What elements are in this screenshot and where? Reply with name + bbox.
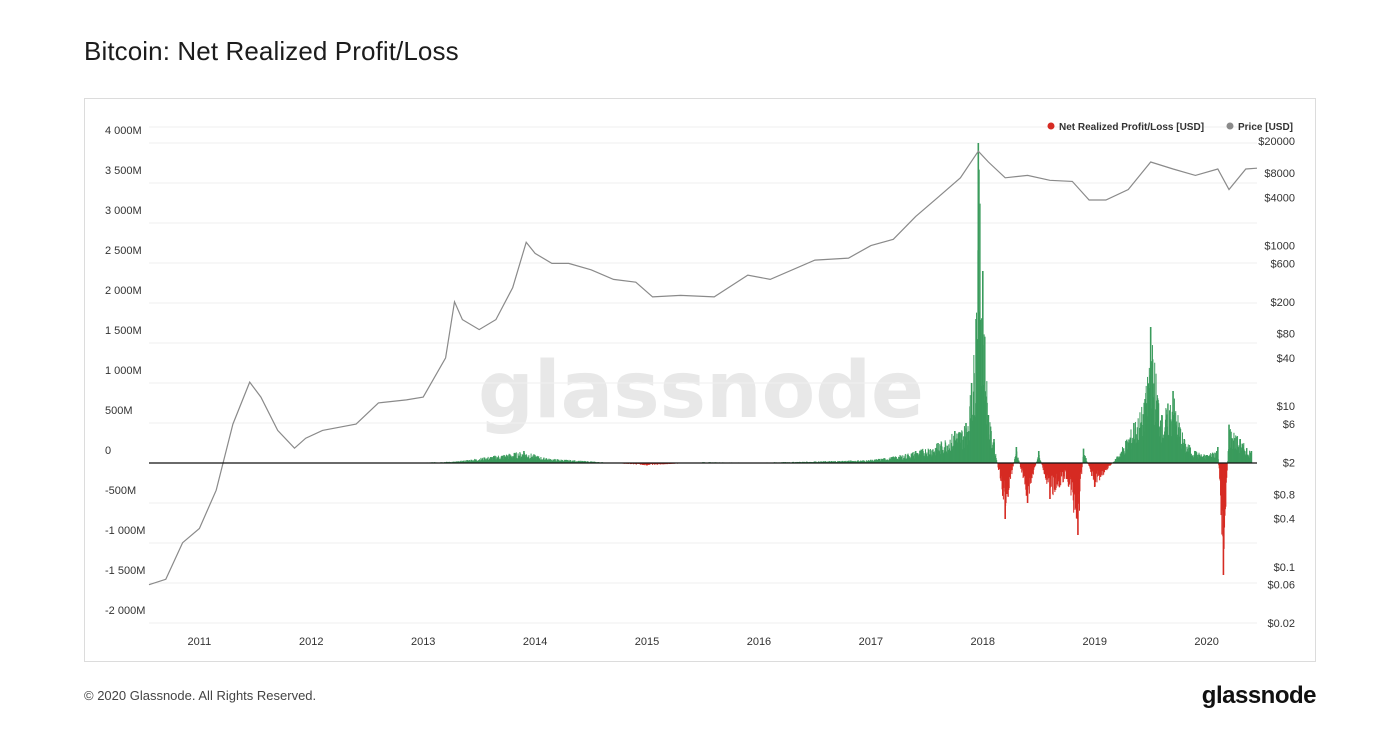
x-tick-label: 2013 — [411, 636, 435, 648]
price-series — [148, 150, 1258, 586]
chart-canvas: glassnode 4 000M 3 500M 3 000M 2 500M 2 000M… — [105, 122, 1295, 648]
legend-swatch-profit-loss — [1047, 122, 1055, 130]
y-right-tick-label: $200 — [1271, 297, 1295, 309]
y-left-tick-label: 2 000M — [105, 285, 142, 297]
y-right-tick-label: $40 — [1277, 353, 1295, 365]
y-left-tick-label: 3 500M — [105, 165, 142, 177]
x-tick-label: 2014 — [523, 636, 547, 648]
x-tick-label: 2012 — [299, 636, 323, 648]
y-left-tick-label: -1 000M — [105, 525, 145, 537]
page-title: Bitcoin: Net Realized Profit/Loss — [84, 36, 459, 66]
x-tick-label: 2020 — [1194, 636, 1218, 648]
y-right-tick-label: $6 — [1283, 419, 1295, 431]
y-left-tick-label: 1 500M — [105, 325, 142, 337]
y-right-tick-label: $0.1 — [1274, 562, 1295, 574]
y-right-tick-label: $0.8 — [1274, 489, 1295, 501]
x-tick-label: 2011 — [188, 636, 212, 648]
y-right-tick-label: $2 — [1283, 457, 1295, 469]
x-tick-label: 2019 — [1082, 636, 1106, 648]
chart-frame: glassnode 4 000M 3 500M 3 000M 2 500M 2 000M… — [84, 98, 1316, 662]
legend-label-price: Price [USD] — [1238, 122, 1293, 133]
legend-label-profit-loss: Net Realized Profit/Loss [USD] — [1059, 122, 1204, 133]
y-right-tick-label: $1000 — [1264, 241, 1295, 253]
y-left-tick-label: 2 500M — [105, 245, 142, 257]
y-left-tick-label: -1 500M — [105, 565, 145, 577]
watermark-text: glassnode — [478, 346, 924, 436]
y-right-tick-label: $20000 — [1258, 136, 1295, 148]
y-left-tick-label: 4 000M — [105, 125, 142, 137]
y-right-tick-label: $10 — [1277, 401, 1295, 413]
y-left-tick-label: -2 000M — [105, 605, 145, 617]
glassnode-logo: glassnode — [1201, 682, 1317, 709]
y-right-tick-label: $0.06 — [1267, 580, 1295, 592]
y-left-tick-label: -500M — [105, 485, 136, 497]
x-tick-label: 2016 — [747, 636, 771, 648]
x-tick-label: 2017 — [859, 636, 883, 648]
profit-loss-series — [311, 143, 1253, 575]
y-left-tick-label: 500M — [105, 405, 133, 417]
y-right-tick-label: $600 — [1271, 258, 1295, 270]
legend-swatch-price — [1226, 122, 1234, 130]
x-tick-label: 2018 — [971, 636, 995, 648]
y-left-tick-label: 1 000M — [105, 365, 142, 377]
y-right-tick-label: $0.02 — [1267, 618, 1295, 630]
axes: 4 000M 3 500M 3 000M 2 500M 2 000M 1 500M 1 00… — [105, 125, 1295, 648]
y-right-tick-label: $0.4 — [1274, 514, 1295, 526]
legend: Net Realized Profit/Loss [USD] Price [USD… — [1047, 122, 1293, 133]
y-right-tick-label: $80 — [1277, 329, 1295, 341]
y-left-tick-label: 3 000M — [105, 205, 142, 217]
x-tick-label: 2015 — [635, 636, 659, 648]
y-left-tick-label: 0 — [105, 445, 111, 457]
y-right-tick-label: $4000 — [1264, 192, 1295, 204]
copyright-text: © 2020 Glassnode. All Rights Reserved. — [84, 688, 317, 703]
y-right-tick-label: $8000 — [1264, 168, 1295, 180]
price-line — [148, 150, 1258, 586]
